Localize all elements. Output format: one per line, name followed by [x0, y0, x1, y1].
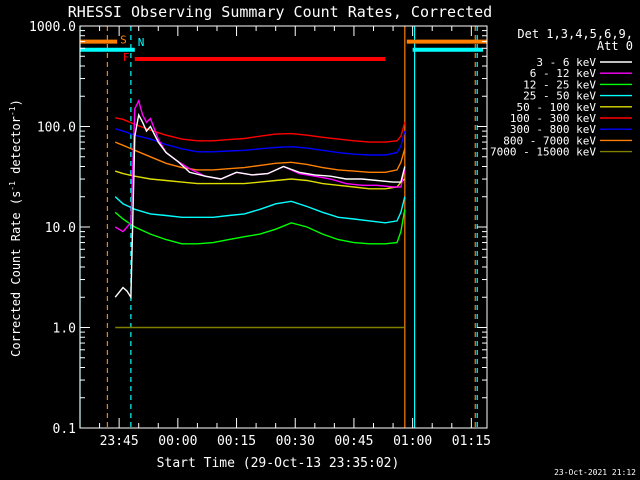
legend-label-8: 7000 - 15000 keV [490, 146, 596, 159]
x-tick-label-4: 00:45 [334, 434, 373, 449]
x-axis-label: Start Time (29-Oct-13 23:35:02) [157, 456, 400, 471]
y-tick-label-2: 10.0 [45, 221, 76, 236]
legend-label-1: 6 - 12 keV [530, 67, 597, 80]
y-label-main: Corrected Count Rate (s [9, 191, 23, 357]
x-tick-label-1: 00:00 [158, 434, 197, 449]
y-label-exp1: -1 [8, 181, 17, 191]
x-tick-label-6: 01:15 [452, 434, 491, 449]
y-tick-label-1: 100.0 [37, 121, 76, 136]
legend-label-5: 100 - 300 keV [510, 112, 596, 125]
flag-label-n: N [138, 36, 145, 49]
series-line-0 [114, 112, 406, 300]
x-tick-label-5: 01:00 [393, 434, 432, 449]
y-axis-label: Corrected Count Rate (s-1 detector-1) [8, 99, 23, 357]
series-line-4 [114, 170, 406, 190]
svg-text:Corrected Count Rate (s-1 dete: Corrected Count Rate (s-1 detector-1) [8, 99, 23, 357]
y-tick-label-3: 1.0 [53, 322, 76, 337]
legend-label-7: 800 - 7000 keV [503, 134, 596, 147]
legend-label-6: 300 - 800 keV [510, 123, 596, 136]
series-line-7 [114, 141, 406, 174]
chart-title: RHESSI Observing Summary Count Rates, Co… [68, 3, 492, 21]
axes: 1000.0 100.0 10.0 1.0 0.1 23:45 00:00 00:15 00:3… [29, 20, 491, 449]
x-tick-label-2: 00:15 [217, 434, 256, 449]
y-label-exp2: -1 [8, 106, 17, 116]
x-tick-label-3: 00:30 [276, 434, 315, 449]
flag-label-s: S [120, 34, 127, 47]
timestamp: 23-Oct-2021 21:12 [554, 468, 636, 477]
series-line-5 [115, 117, 406, 143]
x-tick-label-0: 23:45 [100, 434, 139, 449]
legend-label-4: 50 - 100 keV [517, 101, 597, 114]
legend-label-0: 3 - 6 keV [536, 56, 596, 69]
y-tick-label-0: 1000.0 [29, 20, 76, 35]
series-line-3 [114, 196, 406, 224]
series-line-2 [114, 209, 406, 245]
plot-area: S NF [79, 26, 487, 428]
flag-label-f: F [123, 51, 130, 64]
legend-header-attenuator: Att 0 [597, 39, 633, 53]
y-tick-label-4: 0.1 [53, 422, 76, 437]
y-label-mid: detector [9, 116, 23, 181]
y-label-end: ) [9, 99, 23, 106]
legend-label-3: 25 - 50 keV [523, 90, 596, 103]
legend-label-2: 12 - 25 keV [523, 78, 596, 91]
legend-header-detectors: Det 1,3,4,5,6,9, [517, 27, 633, 41]
